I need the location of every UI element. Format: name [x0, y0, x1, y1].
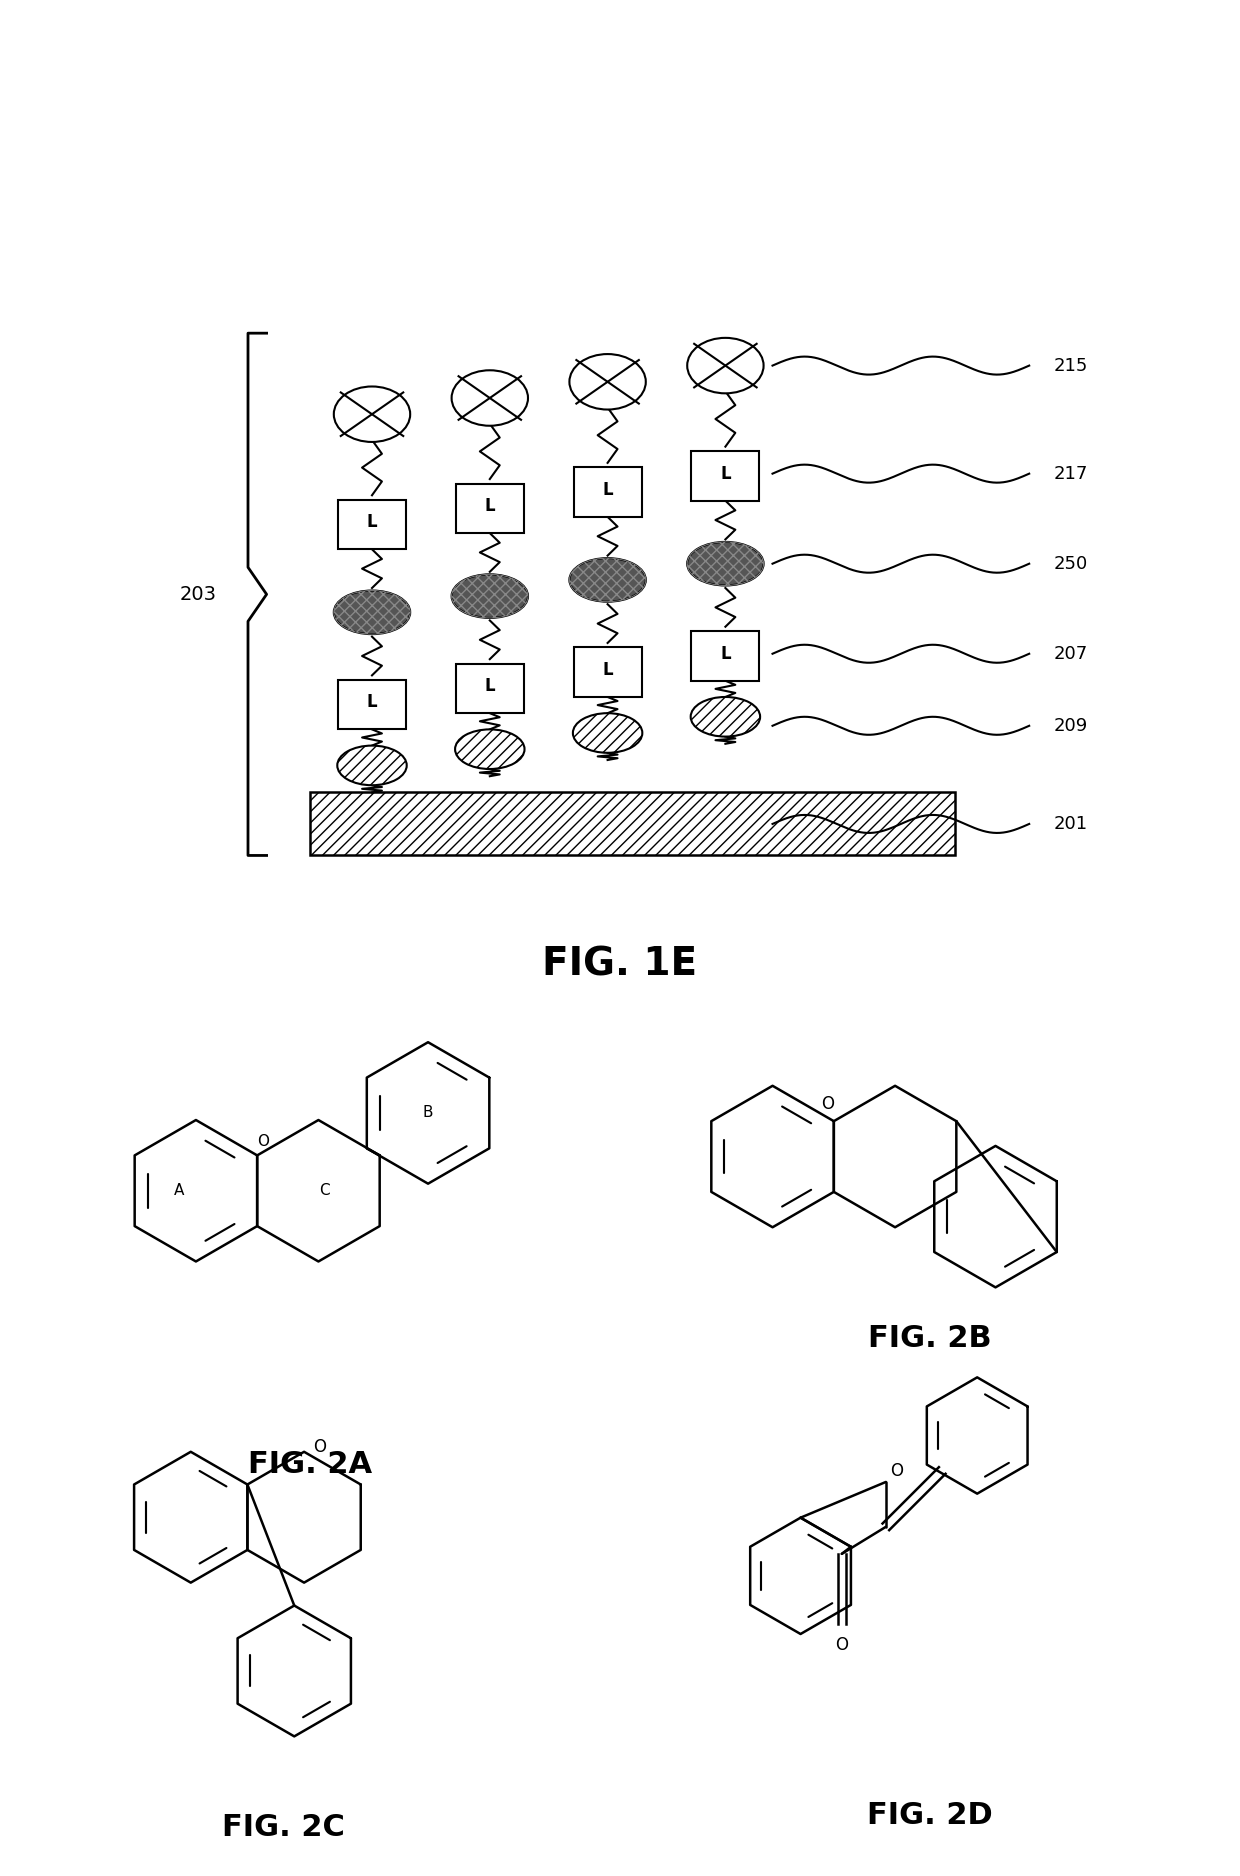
- Text: O: O: [836, 1636, 848, 1655]
- Bar: [456, 664, 525, 713]
- Text: L: L: [603, 480, 613, 499]
- Text: O: O: [890, 1461, 904, 1480]
- Ellipse shape: [569, 559, 646, 602]
- Ellipse shape: [334, 386, 410, 443]
- Text: 203: 203: [180, 585, 217, 604]
- Text: A: A: [174, 1184, 184, 1199]
- Text: L: L: [485, 497, 495, 516]
- Text: FIG. 2D: FIG. 2D: [867, 1801, 993, 1829]
- Bar: [573, 647, 642, 698]
- Text: FIG. 2A: FIG. 2A: [248, 1450, 372, 1480]
- Text: O: O: [822, 1096, 835, 1112]
- Text: 250: 250: [1054, 555, 1089, 572]
- Ellipse shape: [334, 591, 410, 634]
- Text: FIG. 2B: FIG. 2B: [868, 1324, 992, 1353]
- Text: 201: 201: [1054, 814, 1089, 833]
- Text: C: C: [319, 1184, 330, 1199]
- Ellipse shape: [691, 698, 760, 737]
- Ellipse shape: [451, 370, 528, 426]
- Text: L: L: [720, 465, 730, 482]
- Text: L: L: [603, 660, 613, 679]
- Bar: [573, 467, 642, 518]
- Bar: [310, 792, 955, 855]
- Bar: [456, 484, 525, 533]
- Text: O: O: [314, 1437, 326, 1456]
- Text: FIG. 2C: FIG. 2C: [222, 1812, 345, 1842]
- Ellipse shape: [455, 730, 525, 769]
- Text: FIG. 1E: FIG. 1E: [542, 946, 698, 983]
- Text: 207: 207: [1054, 645, 1089, 662]
- Text: 215: 215: [1054, 356, 1089, 375]
- Ellipse shape: [687, 542, 764, 585]
- Ellipse shape: [573, 713, 642, 752]
- Bar: [337, 499, 407, 550]
- Text: L: L: [367, 514, 377, 531]
- Text: 217: 217: [1054, 465, 1089, 482]
- Bar: [692, 630, 759, 681]
- Text: L: L: [367, 694, 377, 711]
- Ellipse shape: [687, 338, 764, 394]
- Text: B: B: [423, 1105, 433, 1120]
- Text: O: O: [257, 1135, 269, 1150]
- Ellipse shape: [451, 574, 528, 617]
- Ellipse shape: [337, 745, 407, 786]
- Text: 209: 209: [1054, 717, 1089, 735]
- Text: L: L: [720, 645, 730, 662]
- Text: L: L: [485, 677, 495, 696]
- Bar: [692, 450, 759, 501]
- Ellipse shape: [569, 355, 646, 409]
- Bar: [337, 679, 407, 730]
